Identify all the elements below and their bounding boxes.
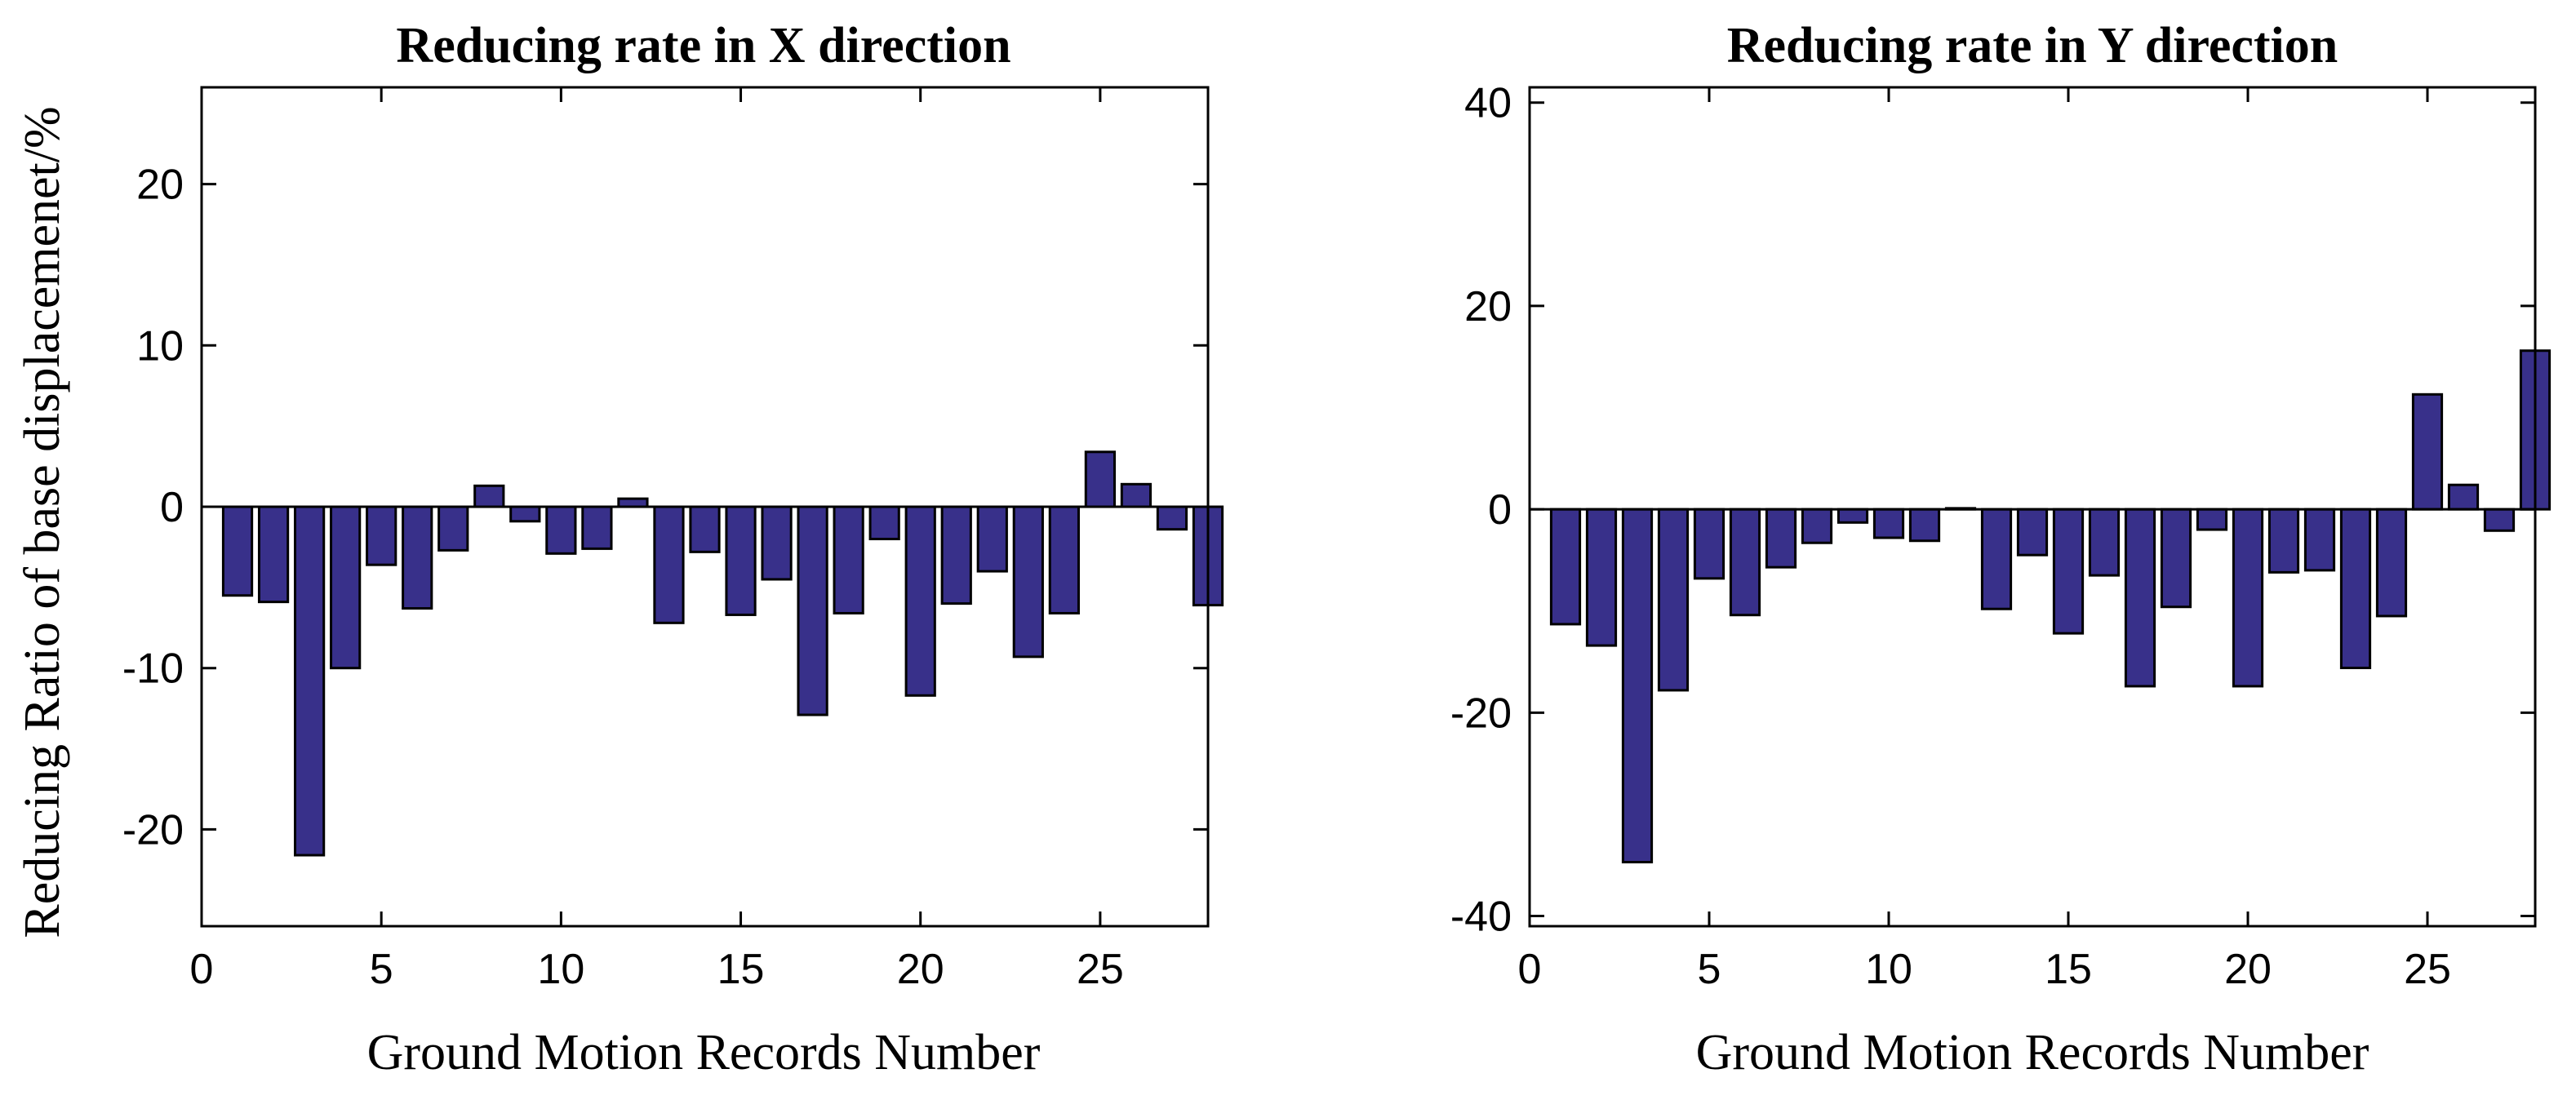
bar-10: [1872, 508, 1905, 539]
bar-2: [257, 505, 290, 604]
bar-19: [2196, 508, 2228, 531]
ticks: [200, 87, 1208, 926]
y-tick-label--40: -40: [1450, 894, 1512, 941]
bar-17: [797, 505, 828, 716]
bar-14: [2016, 508, 2049, 557]
plot-frame: [200, 86, 1210, 928]
chart-y-direction: Reducing rate in Y direction Ground Moti…: [1450, 18, 2552, 1080]
bar-9: [1837, 508, 1869, 524]
bar-7: [437, 505, 469, 552]
x-tick-label-20: 20: [897, 946, 944, 993]
tick-labels: 0 5 10 15 20 25 -20 -10 0 10 20: [122, 162, 1124, 993]
bar-8: [473, 484, 505, 508]
x-axis-label: Ground Motion Records Number: [367, 1025, 1041, 1080]
x-tick-label-10: 10: [537, 946, 584, 993]
bar-11: [1908, 508, 1941, 543]
bar-1: [1549, 508, 1582, 626]
y-tick-label-10: 10: [136, 322, 184, 370]
bar-24: [2375, 508, 2408, 618]
bar-23: [2339, 508, 2372, 670]
y-tick-label--10: -10: [122, 645, 184, 693]
bar-21: [940, 505, 972, 605]
y-tick-label--20: -20: [1450, 690, 1512, 737]
y-tick-label-40: 40: [1464, 80, 1512, 127]
bar-26: [2447, 483, 2480, 511]
y-tick-label-20: 20: [1464, 283, 1512, 330]
x-tick-label-5: 5: [1698, 946, 1721, 993]
y-tick-label-0: 0: [160, 484, 184, 531]
x-tick-label-25: 25: [1077, 946, 1124, 993]
bar-25: [1084, 450, 1117, 508]
bar-6: [1729, 508, 1761, 617]
chart-title: Reducing rate in Y direction: [1727, 18, 2338, 73]
bar-4: [330, 505, 362, 670]
bar-15: [725, 505, 757, 616]
y-tick-label-20: 20: [136, 162, 184, 209]
bar-8: [1801, 508, 1833, 544]
bar-1: [221, 505, 254, 597]
bar-3: [1621, 508, 1654, 863]
bar-5: [366, 505, 398, 566]
bar-9: [509, 505, 541, 523]
bar-2: [1585, 508, 1618, 647]
bar-24: [1048, 505, 1080, 614]
bar-25: [2411, 393, 2444, 511]
x-tick-label-10: 10: [1865, 946, 1912, 993]
bar-20: [904, 505, 936, 697]
bar-14: [689, 505, 721, 553]
y-axis-label: Reducing Ratio of base displacemenet/%: [15, 106, 70, 938]
x-axis-label: Ground Motion Records Number: [1696, 1025, 2369, 1080]
y-tick-label-0: 0: [1488, 486, 1512, 534]
bar-4: [1657, 508, 1690, 692]
bar-18: [833, 505, 864, 614]
bar-27: [1156, 505, 1188, 531]
x-tick-label-25: 25: [2404, 946, 2451, 993]
bar-10: [545, 505, 577, 555]
bar-20: [2232, 508, 2264, 688]
tick-labels: 0 5 10 15 20 25 -40 -20 0 20 40: [1450, 80, 2451, 993]
x-tick-label-0: 0: [190, 946, 214, 993]
x-tick-label-15: 15: [717, 946, 765, 993]
bar-3: [293, 505, 326, 857]
bar-7: [1765, 508, 1797, 569]
chart-x-direction: Reducing rate in X direction Reducing Ra…: [15, 18, 1224, 1080]
bar-23: [1012, 505, 1044, 659]
bar-26: [1120, 482, 1153, 508]
bar-16: [761, 505, 793, 581]
bar-13: [653, 505, 685, 624]
bar-18: [2160, 508, 2192, 609]
x-tick-label-15: 15: [2045, 946, 2092, 993]
bar-11: [581, 505, 613, 550]
x-tick-label-20: 20: [2224, 946, 2272, 993]
bars: [1549, 349, 2552, 863]
bars: [221, 450, 1224, 857]
bar-13: [1980, 508, 2013, 610]
bar-6: [402, 505, 433, 610]
plot-frame: [1528, 86, 2537, 928]
x-tick-label-5: 5: [370, 946, 393, 993]
bar-22: [2303, 508, 2336, 572]
ticks: [1528, 87, 2535, 926]
bar-22: [976, 505, 1008, 573]
bar-17: [2124, 508, 2156, 688]
x-tick-label-0: 0: [1518, 946, 1542, 993]
bar-15: [2052, 508, 2085, 635]
chart-title: Reducing rate in X direction: [396, 18, 1010, 73]
bar-5: [1693, 508, 1725, 580]
y-tick-label--20: -20: [122, 806, 184, 854]
bar-16: [2088, 508, 2121, 577]
bar-27: [2483, 508, 2516, 532]
bar-21: [2267, 508, 2300, 574]
bar-19: [868, 505, 900, 541]
